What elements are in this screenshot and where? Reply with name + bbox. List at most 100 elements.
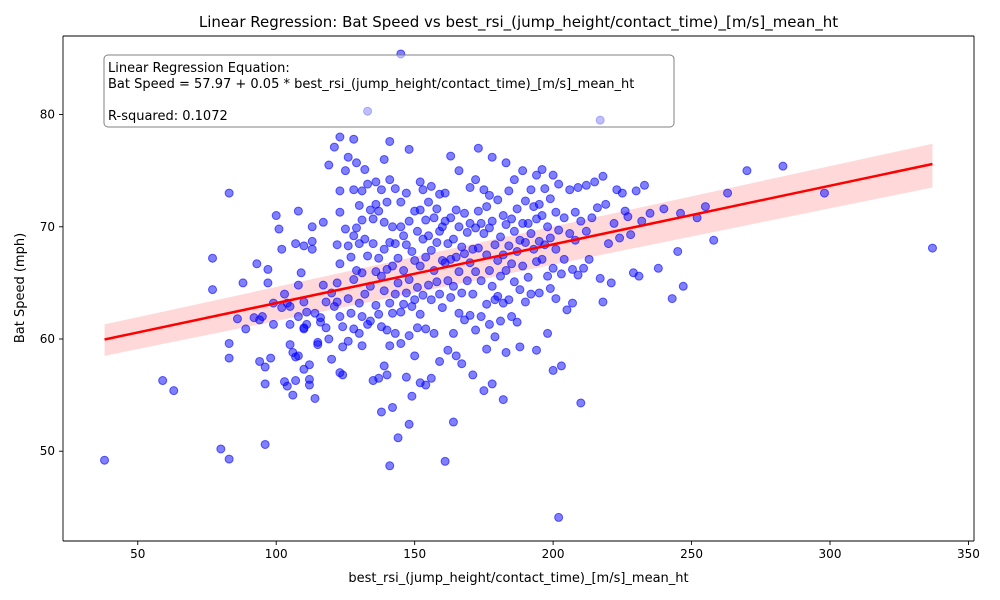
- x-tick-label: 350: [957, 547, 980, 561]
- y-tick-label: 70: [40, 220, 55, 234]
- data-point: [208, 253, 218, 263]
- data-point: [208, 285, 218, 295]
- data-point: [263, 278, 273, 288]
- data-point: [357, 186, 367, 196]
- data-point: [556, 361, 566, 371]
- data-point: [412, 226, 422, 236]
- data-point: [518, 261, 528, 271]
- data-point: [634, 271, 644, 281]
- data-point: [360, 289, 370, 299]
- data-point: [376, 407, 386, 417]
- annotation-r-squared: R-squared: 0.1072: [108, 109, 228, 124]
- data-point: [224, 338, 234, 348]
- data-point: [426, 373, 436, 383]
- data-point: [548, 170, 558, 180]
- data-point: [421, 324, 431, 334]
- data-point: [349, 231, 359, 241]
- data-point: [260, 379, 270, 389]
- data-point: [100, 455, 110, 465]
- data-point: [587, 213, 597, 223]
- annotation-equation-title: Linear Regression Equation:: [108, 61, 290, 76]
- data-point: [429, 213, 439, 223]
- data-point: [307, 222, 317, 232]
- data-point: [385, 341, 395, 351]
- data-point: [338, 322, 348, 332]
- data-point: [545, 284, 555, 293]
- data-point: [158, 376, 168, 386]
- data-point: [498, 211, 508, 221]
- data-point: [271, 211, 281, 221]
- data-point: [288, 390, 298, 400]
- data-point: [224, 454, 234, 464]
- data-point: [374, 206, 384, 216]
- data-point: [280, 289, 290, 299]
- data-point: [302, 319, 312, 329]
- data-point: [379, 361, 389, 371]
- data-point: [321, 297, 331, 307]
- data-point: [418, 290, 428, 300]
- data-point: [673, 246, 683, 256]
- data-point: [504, 241, 514, 251]
- data-point: [742, 166, 752, 176]
- data-point: [274, 224, 284, 234]
- data-point: [379, 286, 389, 296]
- data-point: [410, 351, 420, 361]
- data-point: [554, 179, 564, 189]
- data-point: [471, 267, 481, 277]
- data-point: [451, 252, 461, 262]
- data-point: [285, 319, 295, 329]
- data-point: [507, 259, 517, 269]
- data-point: [778, 161, 788, 171]
- data-point: [346, 308, 356, 318]
- data-point: [576, 398, 586, 408]
- data-point: [404, 331, 414, 341]
- x-tick-label: 200: [542, 547, 565, 561]
- data-point: [371, 177, 381, 187]
- data-point: [504, 186, 514, 196]
- data-point: [255, 356, 265, 366]
- data-point: [446, 151, 456, 161]
- data-point: [592, 203, 602, 213]
- data-point: [473, 243, 483, 253]
- data-point: [426, 181, 436, 191]
- data-point: [523, 272, 533, 282]
- data-point: [310, 393, 320, 403]
- data-point: [471, 325, 481, 335]
- annotation-equation: Bat Speed = 57.97 + 0.05 * best_rsi_(jum…: [108, 77, 634, 92]
- data-point: [709, 235, 719, 245]
- data-point: [343, 241, 353, 251]
- data-point: [454, 222, 464, 232]
- data-point: [484, 266, 494, 276]
- regression-annotation-box: Linear Regression Equation: Bat Speed = …: [103, 54, 675, 128]
- data-point: [457, 288, 467, 298]
- data-point: [565, 185, 575, 195]
- data-point: [579, 263, 589, 273]
- data-point: [343, 336, 353, 346]
- data-point: [304, 380, 314, 390]
- data-point: [443, 276, 453, 286]
- data-point: [241, 324, 251, 334]
- data-point: [601, 199, 611, 209]
- x-tick-label: 300: [819, 547, 842, 561]
- data-point: [501, 158, 511, 168]
- data-point: [390, 184, 400, 194]
- data-point: [379, 217, 389, 227]
- data-point: [520, 297, 530, 307]
- data-point: [507, 214, 517, 224]
- regression-line: [104, 162, 933, 341]
- data-point: [396, 222, 406, 232]
- data-point: [565, 229, 575, 239]
- y-axis-ticks: 50 60 70 80: [40, 108, 63, 458]
- data-point: [335, 186, 345, 196]
- data-point: [418, 185, 428, 195]
- data-point: [238, 278, 248, 288]
- data-point: [277, 244, 287, 254]
- data-point: [559, 213, 569, 223]
- data-point: [568, 264, 577, 274]
- data-point: [291, 376, 301, 386]
- data-point: [626, 230, 636, 240]
- data-point: [551, 244, 561, 254]
- data-point: [468, 289, 478, 299]
- data-points: [100, 49, 937, 522]
- data-point: [424, 197, 434, 207]
